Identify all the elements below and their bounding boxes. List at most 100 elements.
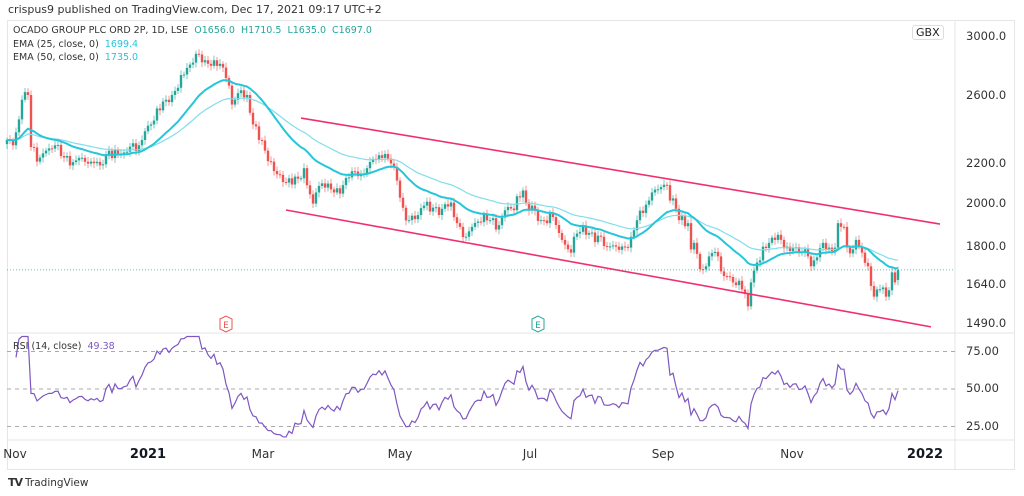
- candle-body: [251, 112, 255, 125]
- candle-body: [551, 212, 555, 218]
- candle-body: [47, 148, 51, 151]
- candle-body: [458, 223, 462, 227]
- candle-body: [269, 161, 273, 163]
- candle-body: [542, 220, 546, 222]
- candles: [5, 49, 900, 311]
- candle-body: [386, 153, 390, 159]
- candle-body: [266, 150, 270, 162]
- candle-body: [413, 215, 417, 220]
- candle-body: [572, 236, 576, 253]
- candle-body: [482, 214, 486, 223]
- candle-body: [737, 280, 741, 286]
- candle-body: [146, 125, 150, 132]
- candle-body: [320, 183, 324, 186]
- candle-body: [650, 192, 654, 201]
- candle-body: [566, 244, 570, 250]
- candle-body: [725, 276, 729, 278]
- candle-body: [608, 246, 612, 248]
- candle-body: [239, 90, 243, 94]
- candle-body: [599, 235, 603, 237]
- candle-body: [620, 246, 624, 250]
- candle-body: [848, 247, 852, 254]
- candle-body: [296, 176, 300, 179]
- candle-body: [821, 242, 825, 249]
- candle-body: [881, 287, 885, 290]
- candle-body: [884, 287, 888, 297]
- candle-body: [74, 160, 78, 163]
- candle-body: [485, 214, 489, 221]
- candle-body: [605, 245, 609, 247]
- candle-body: [479, 221, 483, 223]
- candle-body: [836, 223, 840, 248]
- candle-body: [92, 161, 96, 164]
- candle-body: [839, 223, 843, 227]
- candle-body: [152, 120, 156, 125]
- candle-body: [746, 293, 750, 307]
- candle-body: [401, 197, 405, 208]
- candle-body: [803, 249, 807, 253]
- candle-body: [299, 178, 303, 180]
- candle-body: [872, 285, 876, 297]
- candle-body: [200, 54, 204, 63]
- candle-body: [80, 157, 84, 159]
- candle-body: [365, 168, 369, 174]
- candle-body: [5, 139, 9, 145]
- candle-body: [878, 289, 882, 291]
- candle-body: [554, 217, 558, 226]
- candle-body: [563, 239, 567, 245]
- candle-body: [539, 220, 543, 222]
- candle-body: [230, 85, 234, 105]
- ema25-label: EMA (25, close, 0): [13, 39, 99, 50]
- ema25-legend[interactable]: EMA (25, close, 0) 1699.4: [13, 39, 138, 50]
- candle-body: [41, 153, 45, 158]
- candle-body: [407, 220, 411, 222]
- ohlc-high: H1710.5: [241, 25, 282, 36]
- candle-body: [89, 161, 93, 164]
- candle-body: [23, 92, 27, 100]
- currency-badge[interactable]: GBX: [912, 25, 944, 40]
- candle-body: [524, 190, 528, 203]
- candle-body: [449, 202, 453, 207]
- candle-body: [290, 178, 294, 185]
- lower-channel-line: [285, 209, 932, 328]
- symbol-name: OCADO GROUP PLC ORD 2P, 1D, LSE: [13, 25, 189, 36]
- candle-body: [161, 101, 165, 111]
- candle-body: [194, 53, 198, 63]
- candle-body: [167, 99, 171, 103]
- candle-body: [758, 260, 762, 263]
- candle-body: [104, 154, 108, 165]
- candle-body: [491, 218, 495, 221]
- candle-body: [710, 253, 714, 257]
- candle-body: [44, 150, 48, 154]
- rsi-legend[interactable]: RSI (14, close) 49.38: [13, 341, 115, 352]
- candle-body: [662, 184, 666, 188]
- candle-body: [890, 272, 894, 291]
- channel-drawing[interactable]: [285, 117, 941, 328]
- rsi-label: RSI (14, close): [13, 341, 82, 352]
- price-tick-label: 1490.0: [966, 316, 1007, 331]
- candle-body: [731, 277, 735, 283]
- candle-body: [179, 74, 183, 88]
- candle-body: [101, 164, 105, 166]
- candle-body: [38, 157, 42, 162]
- candle-body: [488, 220, 492, 222]
- symbol-legend[interactable]: OCADO GROUP PLC ORD 2P, 1D, LSE O1656.0 …: [13, 25, 372, 36]
- candle-body: [227, 78, 231, 86]
- candle-body: [854, 239, 858, 250]
- candle-body: [344, 178, 348, 186]
- candle-body: [671, 198, 675, 201]
- candle-body: [521, 190, 525, 198]
- candle-body: [347, 177, 351, 179]
- ema50-legend[interactable]: EMA (50, close, 0) 1735.0: [13, 52, 138, 63]
- candle-body: [512, 208, 516, 211]
- candle-body: [842, 226, 846, 228]
- candle-body: [404, 207, 408, 221]
- earnings-marker-label: E: [535, 321, 541, 331]
- candle-body: [617, 246, 621, 250]
- candle-body: [434, 207, 438, 209]
- candle-body: [602, 236, 606, 246]
- candle-body: [740, 280, 744, 290]
- candle-body: [128, 146, 132, 152]
